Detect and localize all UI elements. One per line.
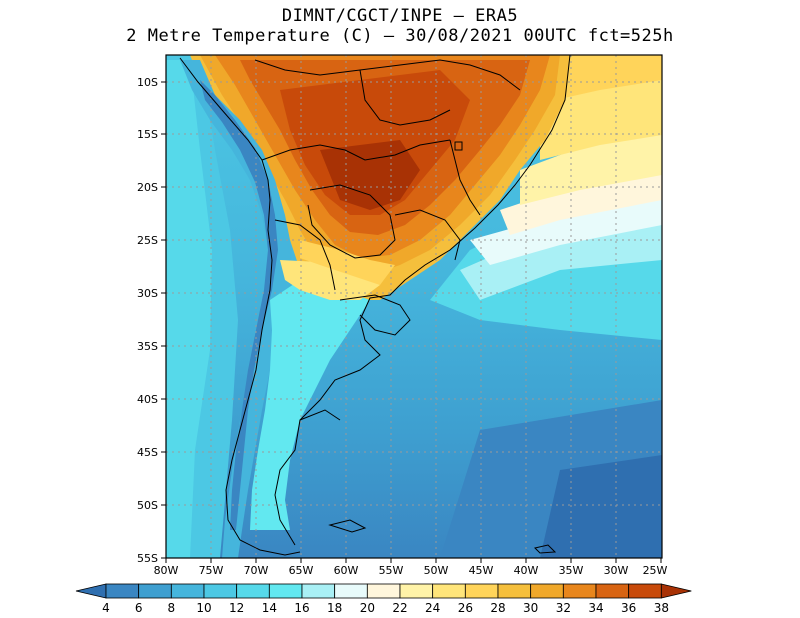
x-tick-label: 55W: [379, 564, 404, 577]
colorbar-label: 26: [458, 601, 473, 615]
colorbar-label: 22: [392, 601, 407, 615]
temperature-field: [166, 55, 662, 558]
x-tick-label: 70W: [244, 564, 269, 577]
x-tick-label: 50W: [424, 564, 449, 577]
x-tick-labels: 80W 75W 70W 65W 60W 55W 50W 45W 40W 35W …: [154, 564, 668, 577]
x-tick-label: 60W: [334, 564, 359, 577]
ocean-coldest-region: [540, 455, 662, 558]
colorbar-swatch: [268, 583, 303, 599]
colorbar-label: 12: [229, 601, 244, 615]
x-tick-label: 25W: [643, 564, 668, 577]
x-tick-label: 30W: [604, 564, 629, 577]
andes-coldest-field: [200, 80, 278, 530]
land-38-field: [280, 70, 470, 215]
map-title-line1: DIMNT/CGCT/INPE – ERA5: [281, 6, 519, 26]
y-tick-label: 35S: [137, 340, 158, 353]
plot-frame: [165, 54, 663, 559]
atlantic-30-band: [555, 55, 662, 100]
colorbar-arrow-high: [660, 583, 692, 599]
map-title-line2: 2 Metre Temperature (C) – 30/08/2021 00U…: [126, 26, 674, 46]
colorbar-swatch: [138, 583, 172, 599]
colorbar-swatch: [170, 583, 205, 599]
y-tick-label: 10S: [137, 76, 158, 89]
x-tick-label: 80W: [154, 564, 179, 577]
colorbar-swatch: [366, 583, 401, 599]
colorbar-label: 32: [556, 601, 571, 615]
colorbar-swatch: [628, 583, 662, 599]
colorbar-swatch: [105, 583, 140, 599]
axis-ticks: [161, 81, 662, 563]
y-tick-label: 40S: [137, 393, 158, 406]
y-tick-label: 30S: [137, 287, 158, 300]
x-tick-label: 65W: [289, 564, 314, 577]
y-tick-label: 45S: [137, 446, 158, 459]
colorbar-swatch: [236, 583, 270, 599]
colorbar-label: 28: [490, 601, 505, 615]
chaco-field: [300, 240, 395, 285]
y-tick-label: 25S: [137, 234, 158, 247]
colorbar-swatch: [497, 583, 532, 599]
colorbar-swatch: [595, 583, 630, 599]
colorbar-swatch: [301, 583, 336, 599]
land-hottest-field: [320, 140, 420, 210]
colorbar-swatch: [530, 583, 564, 599]
patagonia-field: [250, 280, 370, 530]
atlantic-24-band: [500, 170, 662, 235]
colorbar-label: 24: [425, 601, 440, 615]
y-tick-label: 55S: [137, 552, 158, 565]
colorbar-label: 6: [135, 601, 143, 615]
colorbar-label: 34: [588, 601, 603, 615]
y-tick-label: 20S: [137, 181, 158, 194]
colorbar-label: 30: [523, 601, 538, 615]
colorbar: 4 6 8 10 12 14 16 18 20 22 24 26 28 30 32 34 36 38: [75, 583, 692, 615]
y-tick-labels: 10S 15S 20S 25S 30S 35S 40S 45S 50S 55S: [137, 76, 158, 565]
graticule: [166, 55, 662, 558]
atlantic-22-band: [470, 195, 662, 265]
atlantic-26-band: [520, 130, 662, 205]
colorbar-swatch: [399, 583, 434, 599]
colorbar-label: 18: [327, 601, 342, 615]
atlantic-warmer-band: [460, 215, 662, 300]
x-tick-label: 45W: [469, 564, 494, 577]
pacific-warm-field: [166, 60, 212, 558]
colorbar-swatch: [464, 583, 499, 599]
colorbar-label: 38: [654, 601, 669, 615]
x-tick-label: 35W: [559, 564, 584, 577]
colorbar-arrow-low: [75, 583, 107, 599]
colorbar-label: 8: [168, 601, 176, 615]
colorbar-swatch: [203, 583, 238, 599]
colorbar-label: 14: [262, 601, 277, 615]
colorbar-swatch: [432, 583, 466, 599]
x-tick-label: 40W: [514, 564, 539, 577]
y-tick-label: 50S: [137, 499, 158, 512]
coastlines-and-borders: [179, 55, 571, 556]
x-tick-label: 75W: [199, 564, 224, 577]
colorbar-label: 20: [360, 601, 375, 615]
colorbar-label: 36: [621, 601, 636, 615]
y-tick-label: 15S: [137, 128, 158, 141]
colorbar-label: 4: [102, 601, 110, 615]
colorbar-label: 10: [196, 601, 211, 615]
colorbar-swatch: [562, 583, 597, 599]
colorbar-label: 16: [294, 601, 309, 615]
central-argentina-field: [280, 260, 380, 300]
colorbar-swatch: [334, 583, 368, 599]
